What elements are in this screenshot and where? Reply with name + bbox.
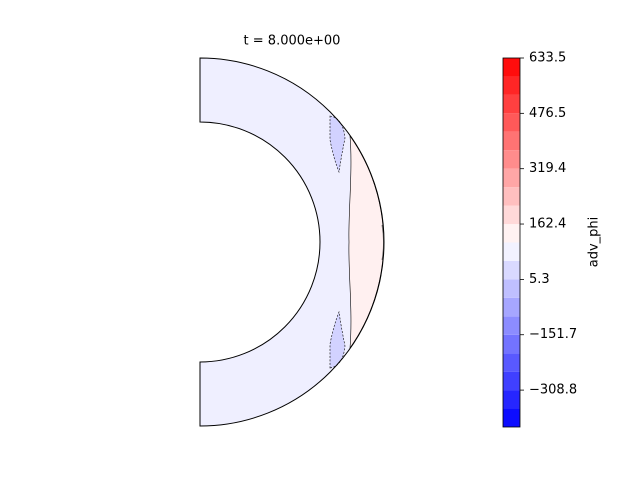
colorbar-band: [503, 187, 520, 206]
plot-title: t = 8.000e+00: [244, 34, 341, 49]
tick-label: 633.5: [529, 51, 566, 66]
colorbar-band: [503, 279, 520, 298]
colorbar-band: [503, 150, 520, 169]
colorbar-band: [503, 131, 520, 151]
colorbar: −308.8 −151.7 5.3 162.4 319.4 476.5 633.5: [502, 51, 577, 428]
tick-label: −308.8: [529, 383, 577, 398]
colorbar-band: [503, 113, 520, 132]
tick-label: 319.4: [529, 161, 566, 176]
colorbar-band: [503, 371, 520, 391]
colorbar-band: [503, 242, 520, 261]
colorbar-band: [503, 408, 520, 427]
negative-region: [329, 115, 346, 174]
colorbar-band: [503, 334, 520, 354]
colorbar-band: [503, 76, 520, 95]
tick-label: 476.5: [529, 106, 566, 121]
tick-label: 162.4: [529, 217, 566, 232]
positive-region: [348, 134, 384, 350]
domain-outline: [199, 57, 385, 427]
tick-label: 5.3: [529, 272, 550, 287]
colorbar-band: [503, 168, 520, 188]
colorbar-band: [503, 297, 520, 317]
colorbar-band: [503, 205, 520, 225]
colorbar-band: [503, 353, 520, 372]
colorbar-frame: [502, 57, 521, 428]
negative-region: [329, 310, 346, 369]
colorbar-band: [503, 316, 520, 335]
colorbar-band: [503, 390, 520, 409]
colorbar-band: [503, 58, 520, 77]
contour-field: [199, 57, 385, 427]
colorbar-band: [503, 260, 520, 280]
colorbar-band: [503, 224, 520, 243]
colorbar-band: [503, 94, 520, 114]
colorbar-label: adv_phi: [587, 217, 602, 268]
tick-label: −151.7: [529, 327, 577, 342]
